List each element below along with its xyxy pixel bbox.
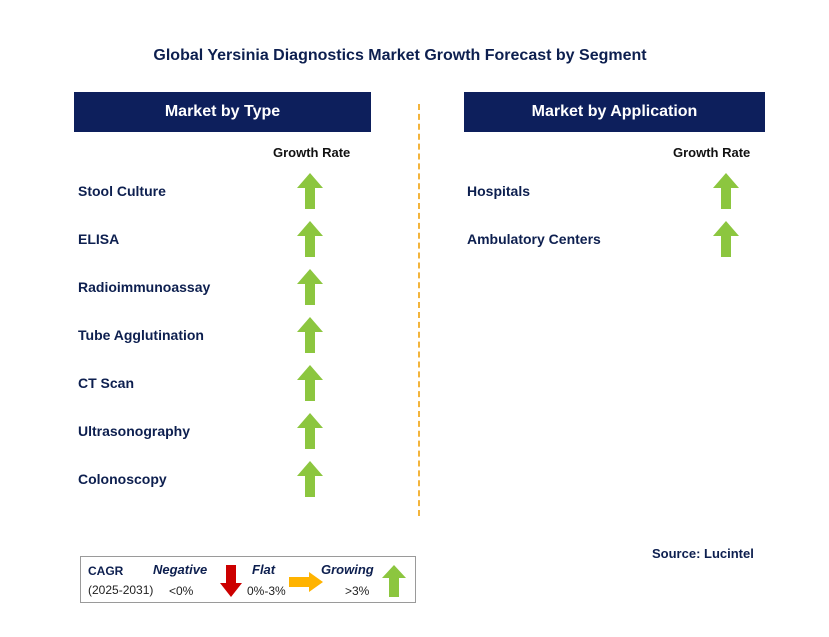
green-up-arrow-icon — [297, 413, 323, 449]
legend-flat-label: Flat — [252, 562, 276, 577]
green-up-arrow-icon — [297, 461, 323, 497]
cagr-legend: CAGR (2025-2031) Negative <0% Flat 0%-3%… — [80, 556, 416, 603]
type-panel-header: Market by Type — [74, 92, 371, 132]
green-up-arrow-icon — [297, 365, 323, 401]
green-up-arrow-icon — [297, 221, 323, 257]
legend-growing-range: >3% — [345, 584, 370, 598]
application-panel-header: Market by Application — [464, 92, 765, 132]
type-row-label: CT Scan — [78, 375, 135, 391]
type-row-label: Ultrasonography — [78, 423, 191, 439]
type-row-label: ELISA — [78, 231, 120, 247]
green-up-arrow-icon — [297, 317, 323, 353]
type-row-trend — [297, 413, 323, 449]
type-growth-rate-header: Growth Rate — [273, 145, 351, 160]
legend-period: (2025-2031) — [88, 583, 154, 597]
type-row-label: Radioimmunoassay — [78, 279, 211, 295]
application-growth-rate-header: Growth Rate — [673, 145, 751, 160]
type-row-trend — [297, 221, 323, 257]
green-up-arrow-icon — [713, 173, 739, 209]
type-row-label: Tube Agglutination — [78, 327, 204, 343]
green-up-arrow-icon — [713, 221, 739, 257]
orange-right-arrow-icon — [289, 572, 323, 592]
panel-divider — [418, 104, 420, 516]
type-row-trend — [297, 365, 323, 401]
type-row-label: Stool Culture — [78, 183, 166, 199]
legend-negative-range: <0% — [169, 584, 194, 598]
legend-growing-label: Growing — [321, 562, 374, 577]
source-note: Source: Lucintel — [652, 546, 754, 561]
chart-title: Global Yersinia Diagnostics Market Growt… — [153, 47, 647, 64]
application-row-trend — [713, 221, 739, 257]
green-up-arrow-icon — [297, 269, 323, 305]
type-row-label: Colonoscopy — [78, 471, 167, 487]
application-row-label: Ambulatory Centers — [467, 231, 601, 247]
red-down-arrow-icon — [220, 565, 242, 597]
application-row-trend — [713, 173, 739, 209]
type-row-trend — [297, 173, 323, 209]
legend-cagr-label: CAGR — [88, 564, 124, 578]
type-row-trend — [297, 269, 323, 305]
type-row-trend — [297, 317, 323, 353]
legend-flat-range: 0%-3% — [247, 584, 286, 598]
legend-negative-label: Negative — [153, 562, 208, 577]
green-up-arrow-icon — [382, 565, 406, 597]
application-row-label: Hospitals — [467, 183, 531, 199]
type-row-trend — [297, 461, 323, 497]
green-up-arrow-icon — [297, 173, 323, 209]
